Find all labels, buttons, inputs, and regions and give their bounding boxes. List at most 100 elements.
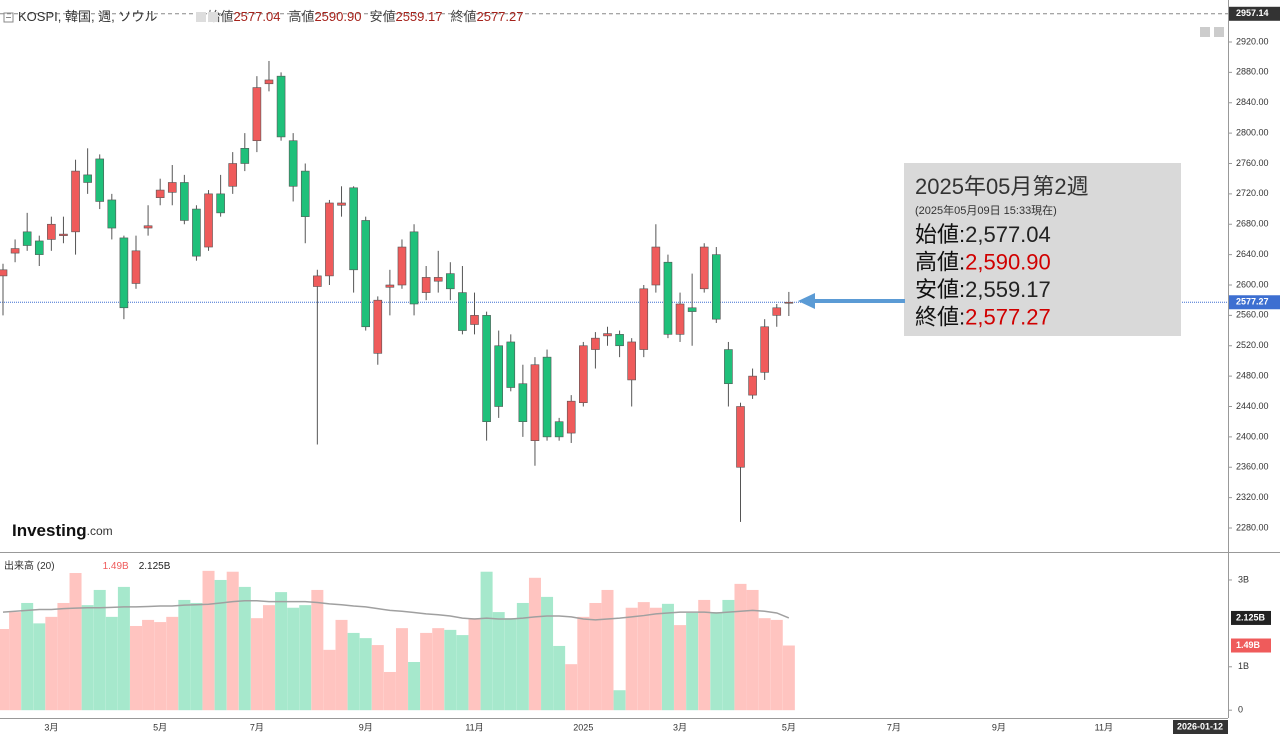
y-tick-label: 2840.00 <box>1236 97 1269 107</box>
volume-bar <box>311 589 324 711</box>
header-field-value: 2577.27 <box>476 9 523 24</box>
volume-bar <box>69 573 82 711</box>
volume-bar <box>45 616 58 711</box>
volume-bar <box>335 619 348 711</box>
volume-bar <box>601 589 614 711</box>
volume-bar <box>250 618 263 711</box>
tooltip: 2025年05月第2週 (2025年05月09日 15:33現在) 始値:2,5… <box>798 163 1181 336</box>
settings-icon[interactable] <box>196 12 206 22</box>
candle-body <box>458 292 467 331</box>
collapse-icon[interactable] <box>3 12 14 23</box>
tooltip-row: 終値:2,577.27 <box>915 304 1051 329</box>
watermark-text: Investing.com <box>12 521 113 540</box>
volume-bar <box>528 577 541 711</box>
y-tick-label: 2800.00 <box>1236 127 1269 137</box>
candle-body <box>71 170 80 233</box>
toolbar-icon[interactable] <box>1214 27 1224 37</box>
volume-bar <box>661 603 674 711</box>
candle-body <box>712 254 721 320</box>
candle-body <box>216 193 225 214</box>
x-tick-label: 3月 <box>673 722 687 732</box>
y-tick-label: 0 <box>1238 705 1243 715</box>
volume-bar <box>420 632 433 711</box>
candle-body <box>22 231 32 246</box>
candle-body <box>131 250 141 284</box>
volume-bar <box>746 589 759 711</box>
candle-body <box>663 261 673 335</box>
y-tick-label: 2520.00 <box>1236 340 1269 350</box>
y-tick-label: 2560.00 <box>1236 310 1269 320</box>
candle-body <box>699 246 709 290</box>
header-text: KOSPI, 韓国, 週, ソウル 始値2577.04 高値2590.90 安値255… <box>18 9 523 24</box>
candle-body <box>143 225 153 229</box>
volume-bar <box>637 602 650 711</box>
volume-bar <box>21 602 34 711</box>
volume-bar <box>142 619 155 711</box>
tooltip-row-label: 始値: <box>915 222 965 247</box>
candle-body <box>300 170 310 217</box>
tooltip-row: 安値:2,559.17 <box>915 277 1051 302</box>
candle-body <box>518 383 528 422</box>
candle-body <box>264 79 274 85</box>
volume-bar <box>33 623 46 711</box>
volume-bar <box>565 664 578 711</box>
header-field-value: 2577.04 <box>233 9 280 24</box>
settings-icon[interactable] <box>208 12 218 22</box>
candle-body <box>47 223 56 240</box>
volume-bar <box>105 616 118 711</box>
volume-bar <box>758 618 771 711</box>
volume-bar <box>299 605 312 711</box>
volume-bar <box>649 607 662 711</box>
candle-body <box>470 315 479 325</box>
y-tick-label: 2440.00 <box>1236 401 1269 411</box>
candle-body <box>385 284 395 288</box>
candle-body <box>95 158 105 202</box>
candle-body <box>276 75 286 138</box>
tooltip-row-value: 2,577.04 <box>965 222 1051 247</box>
candle-body <box>603 333 612 337</box>
header-field-label: 高値 <box>288 9 314 24</box>
candle-body <box>337 202 346 206</box>
candle-body <box>349 187 358 271</box>
volume-bar <box>323 649 336 711</box>
x-tick-label: 9月 <box>992 722 1006 732</box>
volume-bar <box>93 589 106 711</box>
last-price-label: 2577.27 <box>1236 297 1269 307</box>
header-field-label: 安値 <box>369 9 395 24</box>
candle-body <box>627 341 636 381</box>
last-price-badge <box>1229 295 1280 310</box>
volume-name: 出来高 (20) <box>4 559 55 572</box>
candle-body <box>736 406 745 468</box>
candle-body <box>651 246 661 286</box>
volume-bar <box>154 622 167 711</box>
volume-badge-label: 2.125B <box>1236 612 1266 622</box>
volume-legend-text: 出来高 (20) 1.49B 2.125B <box>4 559 171 572</box>
y-tick-label: 2600.00 <box>1236 279 1269 289</box>
volume-bar <box>81 605 94 711</box>
x-tick-label: 2025 <box>573 722 593 732</box>
volume-bar <box>516 602 529 711</box>
candle-body <box>373 299 383 354</box>
candle-body <box>167 182 177 193</box>
x-tick-label: 7月 <box>887 722 901 732</box>
candle-body <box>591 337 600 350</box>
tooltip-row-label: 終値: <box>915 304 965 329</box>
toolbar-icon[interactable] <box>1200 27 1210 37</box>
volume-bar <box>770 619 783 711</box>
pointer-arrowhead <box>798 293 815 309</box>
candle-body <box>107 199 117 229</box>
candle-body <box>724 349 733 385</box>
candle-body <box>83 174 92 183</box>
volume-bar <box>57 602 70 711</box>
y-tick-label: 2480.00 <box>1236 371 1269 381</box>
candle-body <box>506 341 516 388</box>
volume-bar <box>202 570 215 711</box>
volume-bar <box>710 612 723 711</box>
volume-bar <box>432 628 445 711</box>
candle-body <box>687 307 697 312</box>
y-tick-label: 2360.00 <box>1236 462 1269 472</box>
volume-bar <box>456 635 469 711</box>
volume-bar <box>117 586 130 711</box>
volume-bar <box>698 599 711 711</box>
candle-body <box>772 307 782 316</box>
